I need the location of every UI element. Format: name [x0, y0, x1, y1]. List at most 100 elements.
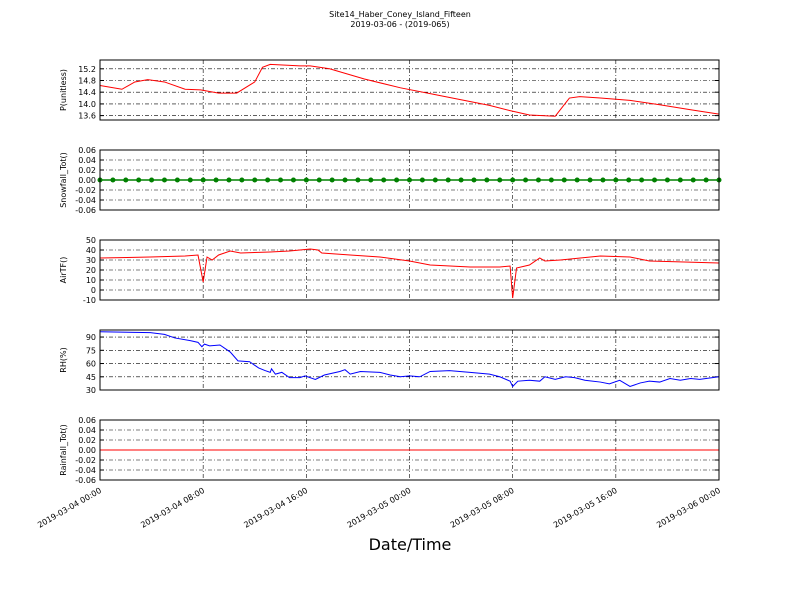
y-tick-label: 50	[86, 236, 96, 245]
marker	[187, 177, 193, 183]
y-tick-label: 0.06	[78, 146, 96, 155]
marker	[149, 177, 155, 183]
x-tick-label: 2019-03-04 00:00	[36, 486, 103, 530]
y-tick-label: 15.2	[78, 65, 96, 74]
y-tick-label: -0.04	[75, 466, 96, 475]
x-axis-label: Date/Time	[369, 535, 452, 554]
line	[99, 63, 720, 117]
marker	[626, 177, 632, 183]
marker	[394, 177, 400, 183]
y-tick-label: -0.06	[75, 206, 96, 215]
y-tick-label: 0	[91, 286, 96, 295]
y-tick-label: 0.06	[78, 416, 96, 425]
x-tick-label: 2019-03-04 08:00	[139, 486, 206, 530]
marker	[574, 177, 580, 183]
marker	[613, 177, 619, 183]
y-tick-label: 0.04	[78, 426, 96, 435]
marker	[523, 177, 529, 183]
marker	[368, 177, 374, 183]
x-tick-label: 2019-03-05 08:00	[449, 486, 516, 530]
y-tick-label: -0.02	[75, 456, 96, 465]
y-tick-label: 14.4	[78, 88, 96, 97]
marker	[690, 177, 696, 183]
plot-frame	[99, 329, 720, 391]
marker	[535, 177, 541, 183]
y-tick-label: 0.00	[78, 176, 96, 185]
marker	[600, 177, 606, 183]
y-axis-label: Rainfall_Tot()	[59, 424, 68, 476]
line	[99, 331, 720, 388]
marker	[652, 177, 658, 183]
x-tick-label: 2019-03-04 16:00	[242, 486, 309, 530]
y-tick-label: 10	[86, 276, 96, 285]
y-tick-label: 14.8	[78, 76, 96, 85]
y-axis-label: Snowfall_Tot()	[59, 152, 68, 208]
y-tick-label: 0.04	[78, 156, 96, 165]
y-tick-label: 20	[86, 266, 96, 275]
x-tick-label: 2019-03-06 00:00	[655, 486, 722, 530]
marker	[587, 177, 593, 183]
marker	[252, 177, 258, 183]
y-tick-label: 30	[86, 256, 96, 265]
plot-frame	[99, 149, 720, 211]
y-tick-label: 40	[86, 246, 96, 255]
marker	[639, 177, 645, 183]
marker	[161, 177, 167, 183]
y-tick-label: 0.02	[78, 166, 96, 175]
y-axis-label: AirTF()	[59, 257, 68, 284]
marker	[548, 177, 554, 183]
marker	[407, 177, 412, 183]
marker	[677, 177, 683, 183]
y-axis-label: RH(%)	[59, 347, 68, 372]
marker	[316, 177, 322, 183]
marker	[226, 177, 232, 183]
y-tick-label: 30	[86, 386, 96, 395]
marker	[123, 177, 129, 183]
marker	[342, 177, 348, 183]
marker	[303, 177, 309, 183]
y-tick-label: 14.0	[78, 100, 96, 109]
plot-frame	[99, 419, 720, 481]
x-tick-label: 2019-03-05 16:00	[552, 486, 619, 530]
y-tick-label: -10	[83, 296, 96, 305]
line	[99, 248, 720, 299]
plot-frame	[99, 239, 720, 301]
y-tick-label: 0.02	[78, 436, 96, 445]
chart-subtitle: 2019-03-06 - (2019-065)	[350, 20, 449, 29]
marker	[265, 177, 271, 183]
marker	[445, 177, 451, 183]
x-tick-label: 2019-03-05 00:00	[346, 486, 413, 530]
y-tick-label: -0.06	[75, 476, 96, 485]
marker	[200, 177, 206, 183]
y-tick-label: -0.02	[75, 186, 96, 195]
y-tick-label: 0.00	[78, 446, 96, 455]
marker	[213, 177, 219, 183]
y-axis-label: P(unitless)	[59, 69, 68, 111]
plot-frame	[99, 59, 720, 121]
marker	[561, 177, 567, 183]
marker	[290, 177, 296, 183]
marker	[110, 177, 116, 183]
chart-title: Site14_Haber_Coney_Island_Fifteen	[329, 10, 471, 19]
y-tick-label: 90	[86, 333, 96, 342]
y-tick-label: -0.04	[75, 196, 96, 205]
marker	[471, 177, 477, 183]
marker	[432, 177, 438, 183]
y-tick-label: 13.6	[78, 112, 96, 121]
marker	[458, 177, 464, 183]
marker	[239, 177, 245, 183]
marker	[329, 177, 335, 183]
y-tick-label: 60	[86, 360, 96, 369]
marker	[703, 177, 709, 183]
marker	[510, 177, 516, 183]
y-tick-label: 45	[86, 373, 96, 382]
y-tick-label: 75	[86, 346, 96, 355]
marker	[664, 177, 670, 183]
marker	[136, 177, 142, 183]
marker	[278, 177, 284, 183]
marker	[355, 177, 361, 183]
marker	[497, 177, 503, 183]
marker	[484, 177, 490, 183]
marker	[419, 177, 425, 183]
